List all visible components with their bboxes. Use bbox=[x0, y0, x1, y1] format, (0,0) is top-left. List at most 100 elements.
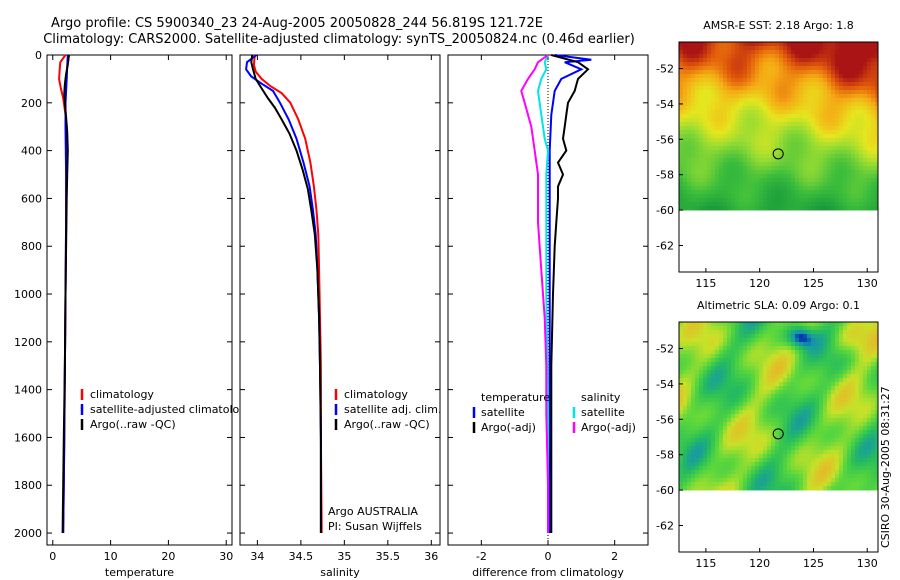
heatmap-cell bbox=[839, 58, 844, 63]
heatmap-cell bbox=[759, 382, 764, 387]
heatmap-cell bbox=[791, 74, 796, 79]
heatmap-cell bbox=[787, 486, 792, 491]
heatmap-cell bbox=[827, 46, 832, 51]
heatmap-cell bbox=[803, 430, 808, 435]
heatmap-cell bbox=[823, 170, 828, 175]
heatmap-cell bbox=[763, 170, 768, 175]
heatmap-cell bbox=[699, 98, 704, 103]
heatmap-cell bbox=[811, 390, 816, 395]
heatmap-cell bbox=[823, 142, 828, 147]
heatmap-cell bbox=[703, 102, 708, 107]
heatmap-cell bbox=[875, 62, 879, 67]
heatmap-cell bbox=[755, 154, 760, 159]
heatmap-cell bbox=[799, 138, 804, 143]
heatmap-cell bbox=[767, 382, 772, 387]
heatmap-cell bbox=[795, 346, 800, 351]
heatmap-cell bbox=[779, 194, 784, 199]
heatmap-cell bbox=[755, 402, 760, 407]
heatmap-cell bbox=[807, 474, 812, 479]
heatmap-cell bbox=[811, 198, 816, 203]
heatmap-cell bbox=[799, 98, 804, 103]
heatmap-cell bbox=[799, 334, 804, 339]
heatmap-cell bbox=[783, 118, 788, 123]
x-tick-label: 115 bbox=[695, 557, 716, 570]
heatmap-cell bbox=[767, 334, 772, 339]
heatmap-cell bbox=[795, 418, 800, 423]
heatmap-cell bbox=[823, 102, 828, 107]
heatmap-cell bbox=[811, 86, 816, 91]
heatmap-cell bbox=[843, 202, 848, 207]
heatmap-cell bbox=[759, 462, 764, 467]
heatmap-cell bbox=[727, 330, 732, 335]
heatmap-cell bbox=[719, 422, 724, 427]
heatmap-cell bbox=[703, 386, 708, 391]
heatmap-cell bbox=[819, 470, 824, 475]
heatmap-cell bbox=[851, 382, 856, 387]
heatmap-cell bbox=[803, 142, 808, 147]
heatmap-cell bbox=[863, 114, 868, 119]
heatmap-cell bbox=[815, 66, 820, 71]
heatmap-cell bbox=[867, 430, 872, 435]
heatmap-cell bbox=[863, 74, 868, 79]
heatmap-cell bbox=[739, 138, 744, 143]
heatmap-cell bbox=[835, 382, 840, 387]
heatmap-cell bbox=[771, 382, 776, 387]
heatmap-cell bbox=[823, 338, 828, 343]
heatmap-cell bbox=[695, 330, 700, 335]
heatmap-cell bbox=[699, 198, 704, 203]
heatmap-cell bbox=[871, 338, 876, 343]
heatmap-cell bbox=[683, 170, 688, 175]
heatmap-cell bbox=[775, 378, 780, 383]
heatmap-cell bbox=[863, 106, 868, 111]
heatmap-cell bbox=[699, 450, 704, 455]
heatmap-cell bbox=[855, 486, 860, 491]
heatmap-cell bbox=[835, 134, 840, 139]
heatmap-cell bbox=[691, 182, 696, 187]
heatmap-cell bbox=[695, 338, 700, 343]
heatmap-cell bbox=[847, 326, 852, 331]
heatmap-cell bbox=[815, 182, 820, 187]
heatmap-cell bbox=[691, 474, 696, 479]
heatmap-cell bbox=[815, 198, 820, 203]
heatmap-cell bbox=[847, 438, 852, 443]
heatmap-cell bbox=[811, 206, 816, 211]
heatmap-cell bbox=[727, 378, 732, 383]
heatmap-cell bbox=[867, 442, 872, 447]
heatmap-cell bbox=[867, 70, 872, 75]
heatmap-cell bbox=[739, 102, 744, 107]
heatmap-cell bbox=[763, 186, 768, 191]
heatmap-cell bbox=[807, 370, 812, 375]
heatmap-cell bbox=[795, 454, 800, 459]
heatmap-cell bbox=[847, 146, 852, 151]
heatmap-cell bbox=[799, 446, 804, 451]
heatmap-cell bbox=[775, 174, 780, 179]
heatmap-cell bbox=[843, 170, 848, 175]
heatmap-cell bbox=[727, 54, 732, 59]
heatmap-cell bbox=[763, 446, 768, 451]
heatmap-cell bbox=[843, 174, 848, 179]
heatmap-cell bbox=[715, 442, 720, 447]
heatmap-cell bbox=[739, 186, 744, 191]
heatmap-cell bbox=[711, 42, 716, 47]
heatmap-cell bbox=[811, 422, 816, 427]
heatmap-cell bbox=[775, 466, 780, 471]
heatmap-cell bbox=[819, 178, 824, 183]
heatmap-cell bbox=[823, 42, 828, 47]
heatmap-cell bbox=[811, 202, 816, 207]
heatmap-cell bbox=[755, 450, 760, 455]
profile-panel-2: 34 34.5 35 35.5 36salinityclimatologysatelli… bbox=[239, 54, 441, 579]
heatmap-cell bbox=[679, 174, 684, 179]
heatmap-cell bbox=[687, 350, 692, 355]
heatmap-cell bbox=[683, 378, 688, 383]
heatmap-cell bbox=[751, 338, 756, 343]
heatmap-cell bbox=[771, 78, 776, 83]
heatmap-cell bbox=[715, 334, 720, 339]
heatmap-cell bbox=[783, 198, 788, 203]
heatmap-cell bbox=[827, 326, 832, 331]
heatmap-cell bbox=[803, 46, 808, 51]
heatmap-cell bbox=[699, 418, 704, 423]
heatmap-cell bbox=[867, 474, 872, 479]
heatmap-cell bbox=[787, 430, 792, 435]
heatmap-cell bbox=[743, 66, 748, 71]
heatmap-cell bbox=[851, 350, 856, 355]
